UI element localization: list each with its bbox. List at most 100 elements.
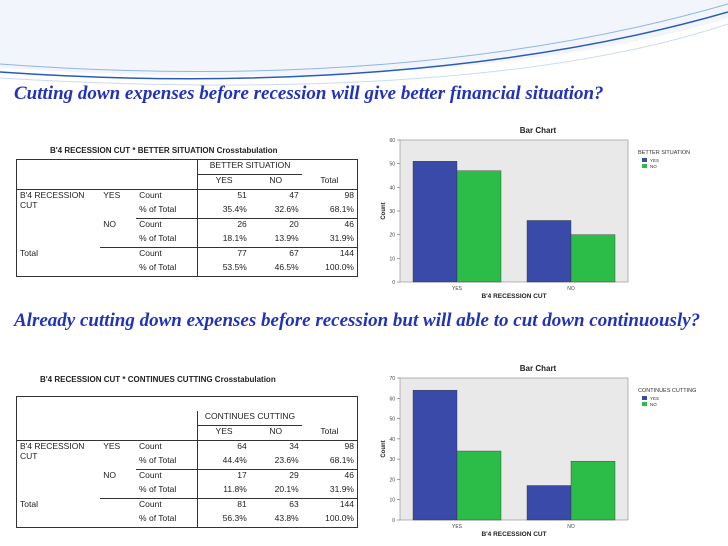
crosstab-2-label: Count — [139, 499, 162, 509]
crosstab-1-row-total: Total — [16, 247, 101, 262]
crosstab-2-label: % of Total — [136, 484, 198, 499]
crosstab-2-cell: 34 — [289, 441, 299, 451]
crosstab-2-label: % of Total — [136, 455, 198, 470]
question-1: Cutting down expenses before recession w… — [14, 83, 604, 104]
y-tick-label: 40 — [389, 437, 395, 443]
x-axis-label: B'4 RECESSION CUT — [481, 531, 546, 538]
crosstab-1-cell: 53.5% — [197, 262, 250, 277]
crosstab-2-cell: 17 — [197, 469, 250, 484]
x-tick-label: YES — [452, 524, 463, 530]
bar — [526, 220, 572, 283]
crosstab-1-cell: 18.1% — [197, 233, 250, 248]
crosstab-2-cell: 63 — [289, 499, 299, 509]
crosstab-2-row-no: NO — [103, 469, 116, 480]
crosstab-1-label: % of Total — [136, 262, 198, 277]
bar — [412, 389, 458, 521]
crosstab-2-cell: 43.8% — [249, 513, 302, 528]
y-tick-label: 50 — [389, 417, 395, 423]
crosstab-1-cell: 46.5% — [249, 262, 302, 277]
bar — [456, 450, 502, 521]
crosstab-2-cell: 144 — [301, 498, 358, 513]
crosstab-1-cell: 51 — [197, 189, 250, 204]
y-tick-label: 0 — [392, 518, 395, 524]
crosstab-2-cell: 29 — [289, 470, 299, 480]
legend-label: NO — [650, 402, 657, 407]
crosstab-1-col-group: BETTER SITUATION — [197, 159, 302, 175]
crosstab-2-row-var: B'4 RECESSION CUT — [16, 440, 101, 499]
crosstab-2-cell: 81 — [197, 498, 250, 513]
crosstab-2-label: Count — [139, 441, 162, 451]
crosstab-1-cell: 98 — [301, 189, 358, 204]
crosstab-1-row-yes: YES — [103, 190, 121, 200]
legend-swatch — [642, 164, 647, 168]
crosstab-1-cell: 46 — [301, 218, 358, 233]
crosstab-2-cell: 44.4% — [197, 455, 250, 470]
crosstab-1-cell: 77 — [197, 247, 250, 262]
y-tick-label: 10 — [389, 256, 395, 262]
crosstab-1-title: B'4 RECESSION CUT * BETTER SITUATION Cro… — [50, 146, 278, 155]
bar — [570, 234, 616, 283]
bar — [412, 161, 458, 283]
chart-title: Bar Chart — [520, 364, 557, 373]
crosstab-2-label: Count — [139, 470, 162, 480]
crosstab-1-cell: 35.4% — [197, 204, 250, 219]
legend-swatch — [642, 402, 647, 406]
crosstab-2-cell: 56.3% — [197, 513, 250, 528]
crosstab-1-cell: 31.9% — [301, 233, 358, 248]
x-tick-label: NO — [567, 524, 575, 530]
crosstab-1-cell: 32.6% — [249, 204, 302, 219]
crosstab-1-label: Count — [139, 219, 162, 229]
legend-title: CONTINUES CUTTING — [638, 388, 696, 394]
crosstab-1-col-total: Total — [301, 174, 358, 190]
crosstab-2: CONTINUES CUTTING YES NO Total B'4 RECES… — [15, 396, 358, 528]
bar — [570, 460, 616, 521]
legend-label: YES — [650, 396, 659, 401]
crosstab-1-cell: 67 — [289, 248, 299, 258]
crosstab-2-cell: 11.8% — [197, 484, 250, 499]
y-tick-label: 50 — [389, 162, 395, 168]
crosstab-1-cell: 100.0% — [301, 262, 358, 277]
crosstab-2-cell: 68.1% — [301, 455, 358, 470]
question-2: Already cutting down expenses before rec… — [14, 310, 701, 331]
crosstab-2-cell: 98 — [301, 440, 358, 455]
crosstab-2-row-total: Total — [16, 498, 101, 513]
crosstab-2-col-no: NO — [249, 425, 302, 441]
crosstab-1-label: % of Total — [136, 233, 198, 248]
y-tick-label: 70 — [389, 376, 395, 382]
y-tick-label: 30 — [389, 457, 395, 463]
legend-label: NO — [650, 164, 657, 169]
x-axis-label: B'4 RECESSION CUT — [481, 293, 546, 300]
y-tick-label: 20 — [389, 477, 395, 483]
crosstab-1-cell: 47 — [289, 190, 299, 200]
crosstab-1-label: Count — [139, 190, 162, 200]
y-tick-label: 30 — [389, 209, 395, 215]
crosstab-2-cell: 46 — [301, 469, 358, 484]
crosstab-1-label: Count — [139, 248, 162, 258]
crosstab-2-cell: 64 — [197, 440, 250, 455]
crosstab-2-row-yes: YES — [103, 441, 121, 451]
crosstab-1-col-yes: YES — [197, 174, 250, 190]
crosstab-2-cell: 20.1% — [249, 484, 302, 499]
bar — [526, 485, 572, 521]
bar — [456, 170, 502, 283]
legend-label: YES — [650, 158, 659, 163]
crosstab-1-label: % of Total — [136, 204, 198, 219]
crosstab-1: BETTER SITUATION YES NO Total B'4 RECESS… — [15, 159, 358, 277]
y-axis-label: Count — [381, 440, 387, 457]
crosstab-1-cell: 13.9% — [249, 233, 302, 248]
crosstab-1-row-no: NO — [103, 218, 116, 229]
crosstab-1-cell: 68.1% — [301, 204, 358, 219]
legend-title: BETTER SITUATION — [638, 150, 690, 156]
crosstab-2-col-total: Total — [301, 425, 358, 441]
crosstab-1-cell: 20 — [289, 219, 299, 229]
crosstab-1-cell: 26 — [197, 218, 250, 233]
crosstab-1-col-no: NO — [249, 174, 302, 190]
crosstab-1-row-var: B'4 RECESSION CUT — [16, 189, 101, 248]
crosstab-2-cell: 31.9% — [301, 484, 358, 499]
crosstab-2-title: B'4 RECESSION CUT * CONTINUES CUTTING Cr… — [40, 375, 276, 384]
crosstab-2-cell: 23.6% — [249, 455, 302, 470]
y-tick-label: 0 — [392, 280, 395, 286]
x-tick-label: NO — [567, 286, 575, 292]
